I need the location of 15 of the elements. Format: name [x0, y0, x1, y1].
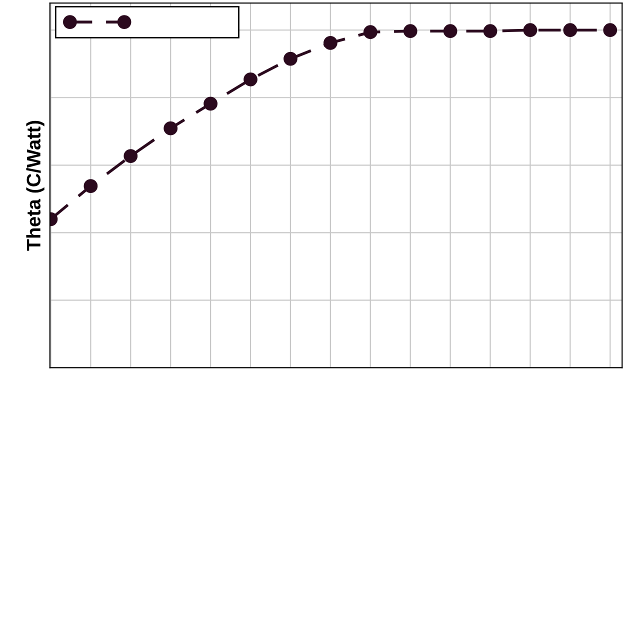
point — [563, 23, 578, 38]
point — [323, 36, 338, 50]
point — [124, 149, 138, 163]
point — [84, 179, 98, 194]
point — [523, 23, 538, 38]
point — [244, 72, 258, 86]
point — [164, 121, 178, 136]
point — [363, 25, 378, 40]
point — [403, 24, 418, 38]
point — [443, 24, 458, 38]
point — [483, 24, 498, 38]
point — [603, 23, 618, 38]
point — [284, 52, 298, 66]
y-axis-title: Theta (C/Watt) — [26, 120, 44, 251]
point — [204, 96, 218, 111]
